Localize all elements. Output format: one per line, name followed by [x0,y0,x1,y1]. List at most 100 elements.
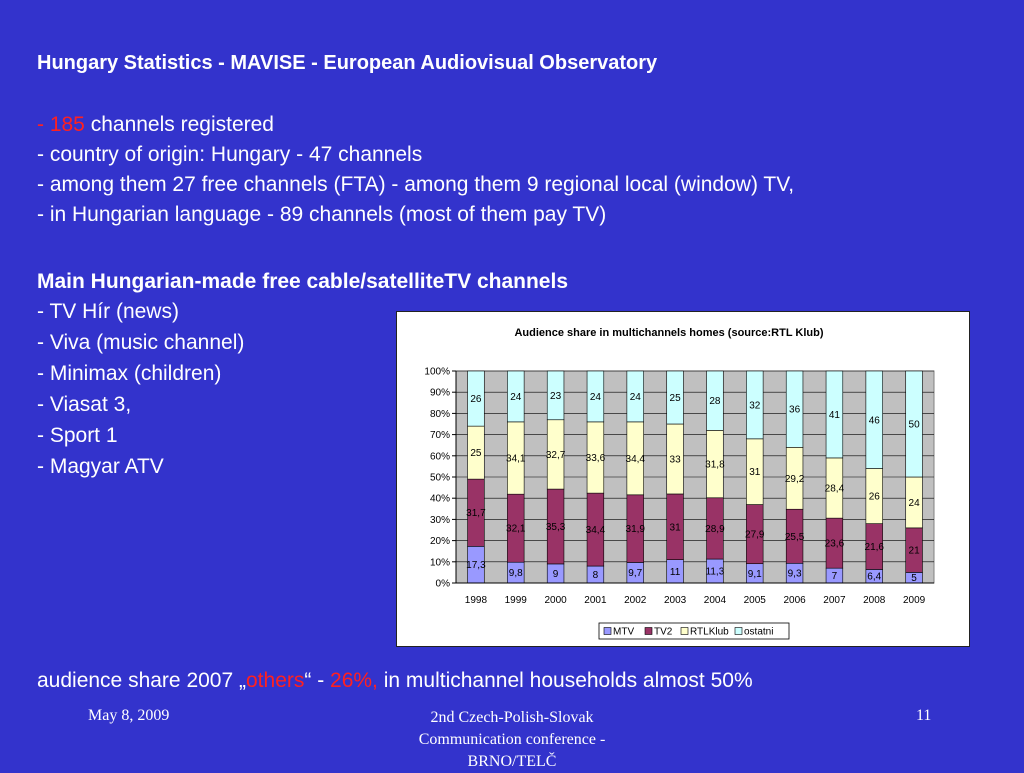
footer-page-number: 11 [916,707,932,724]
data-label: 6,4 [867,572,881,583]
data-label: 26 [869,492,881,503]
bullet-dash: - [37,113,50,136]
chart-svg: Audience share in multichannels homes (s… [424,327,935,640]
x-tick-label: 2006 [783,595,806,606]
summary-mid: “ - [304,669,331,692]
data-label: 36 [789,405,801,416]
data-label: 29,2 [785,474,805,485]
legend-label: ostatni [744,627,773,638]
legend-label: RTLKlub [690,627,729,638]
bullet-free-channels: - among them 27 free channels (FTA) - am… [37,173,795,196]
data-label: 34,4 [626,454,646,465]
legend-swatch-ostatni [734,627,743,635]
x-tick-label: 2003 [664,595,687,606]
y-tick-label: 10% [430,557,450,568]
legend [598,622,790,640]
bar-ostatni [746,370,764,440]
data-label: 7 [832,571,838,582]
y-tick-label: 60% [430,451,450,462]
data-label: 28,9 [705,524,725,535]
data-label: 5 [911,573,917,584]
data-label: 24 [909,498,921,509]
bar-ostatni [865,370,883,469]
data-label: 33,6 [586,453,606,464]
data-label: 31,9 [626,524,646,535]
y-tick-label: 90% [430,388,450,399]
data-label: 27,9 [745,530,765,541]
legend-label: MTV [613,627,634,638]
y-tick-label: 100% [424,367,450,378]
data-label: 46 [869,415,881,426]
channels-count: 185 [49,113,85,136]
data-label: 8 [593,570,599,581]
data-label: 34,1 [506,454,526,465]
summary-pct: 26%, [330,669,378,692]
y-tick-label: 30% [430,515,450,526]
data-label: 32 [749,400,761,411]
data-label: 24 [590,392,602,403]
footer-conference: 2nd Czech-Polish-Slovak Communication co… [418,709,606,770]
data-label: 31,8 [705,460,725,471]
legend-swatch-tv2 [644,627,653,635]
channel-item: - Viva (music channel) [37,331,245,354]
y-tick-label: 0% [436,579,451,590]
audience-share-chart: Audience share in multichannels homes (s… [396,311,970,647]
channels-registered-text: channels registered [84,113,274,136]
summary-suffix: in multichannel households almost 50% [377,669,753,692]
legend-label: TV2 [654,627,673,638]
y-tick-label: 40% [430,494,450,505]
data-label: 9,7 [628,568,642,579]
data-label: 23,6 [825,539,845,550]
data-label: 34,4 [586,525,606,536]
data-label: 41 [829,410,841,421]
data-label: 32,1 [506,524,526,535]
x-tick-label: 2002 [624,595,647,606]
chart-title: Audience share in multichannels homes (s… [514,327,823,339]
channel-item: - TV Hír (news) [37,300,179,323]
data-label: 25 [670,393,682,404]
data-label: 35,3 [546,522,566,533]
channels-heading: Main Hungarian-made free cable/satellite… [37,270,568,293]
legend-swatch-rtlklub [680,627,689,635]
legend-swatch-mtv [603,627,612,635]
x-tick-label: 2004 [704,595,727,606]
x-tick-label: 2007 [823,595,846,606]
data-label: 28 [709,396,721,407]
y-tick-label: 20% [430,536,450,547]
data-label: 31 [670,522,682,533]
data-label: 33 [670,454,682,465]
bar-ostatni [507,370,525,423]
bar-ostatni [706,370,724,431]
bullet-country-of-origin: - country of origin: Hungary - 47 channe… [37,143,423,166]
channel-item: - Minimax (children) [37,362,222,385]
data-label: 25,5 [785,532,805,543]
data-label: 23 [550,391,562,402]
data-label: 9 [553,569,559,580]
summary-line: audience share 2007 „others“ - 26%, in m… [37,669,753,693]
data-label: 21,6 [865,542,885,553]
data-label: 9,8 [509,568,523,579]
data-label: 26 [470,394,482,405]
x-tick-label: 1998 [465,595,488,606]
data-label: 32,7 [546,450,566,461]
data-label: 11,3 [706,567,725,578]
channel-item: - Sport 1 [37,424,118,447]
x-tick-label: 2005 [744,595,767,606]
x-tick-label: 2000 [544,595,567,606]
summary-others: others [246,669,305,692]
bar-ostatni [467,370,485,427]
bar-ostatni [905,370,923,478]
data-label: 9,1 [748,569,762,580]
y-tick-label: 80% [430,409,450,420]
summary-prefix: audience share 2007 „ [37,669,246,692]
y-tick-label: 70% [430,430,450,441]
x-tick-label: 1999 [505,595,528,606]
bar-ostatni [825,370,844,459]
data-label: 24 [630,392,642,403]
bar-ostatni [626,370,644,423]
bar-ostatni [546,370,565,421]
footer-date: May 8, 2009 [88,707,170,724]
bar-ostatni [586,370,605,423]
bar-ostatni [666,370,684,425]
bullet-channels-registered: - 185 channels registered [37,113,274,137]
